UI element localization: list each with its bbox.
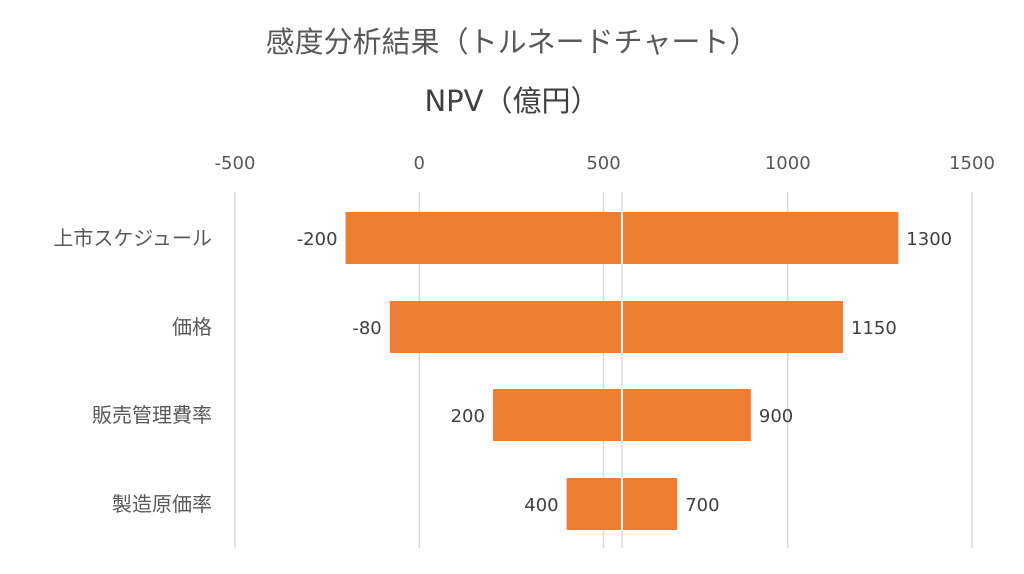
x-tick-label-1: 0 — [414, 153, 425, 174]
data-labels: -200 1300 -80 1150 200 900 400 700 — [297, 229, 952, 516]
high-data-label-1: 1150 — [851, 318, 897, 339]
low-data-label-2: 200 — [451, 406, 485, 427]
high-data-label-2: 900 — [759, 406, 793, 427]
low-data-label-1: -80 — [352, 318, 381, 339]
x-axis-ticks: -500 0 500 1000 1500 — [215, 153, 995, 174]
low-data-label-3: 400 — [524, 495, 558, 516]
x-tick-label-2: 500 — [586, 153, 620, 174]
x-tick-label-0: -500 — [215, 153, 256, 174]
bar-1 — [389, 301, 844, 353]
chart-subtitle: NPV（億円） — [424, 84, 599, 118]
x-tick-label-4: 1500 — [949, 153, 995, 174]
low-data-label-0: -200 — [297, 229, 338, 250]
category-label-1: 価格 — [172, 315, 212, 339]
category-label-2: 販売管理費率 — [92, 403, 212, 427]
x-tick-label-3: 1000 — [765, 153, 811, 174]
chart-title: 感度分析結果（トルネードチャート） — [266, 25, 759, 59]
high-data-label-0: 1300 — [906, 229, 952, 250]
category-label-0: 上市スケジュール — [53, 226, 212, 250]
category-label-3: 製造原価率 — [112, 492, 212, 516]
high-data-label-3: 700 — [685, 495, 719, 516]
